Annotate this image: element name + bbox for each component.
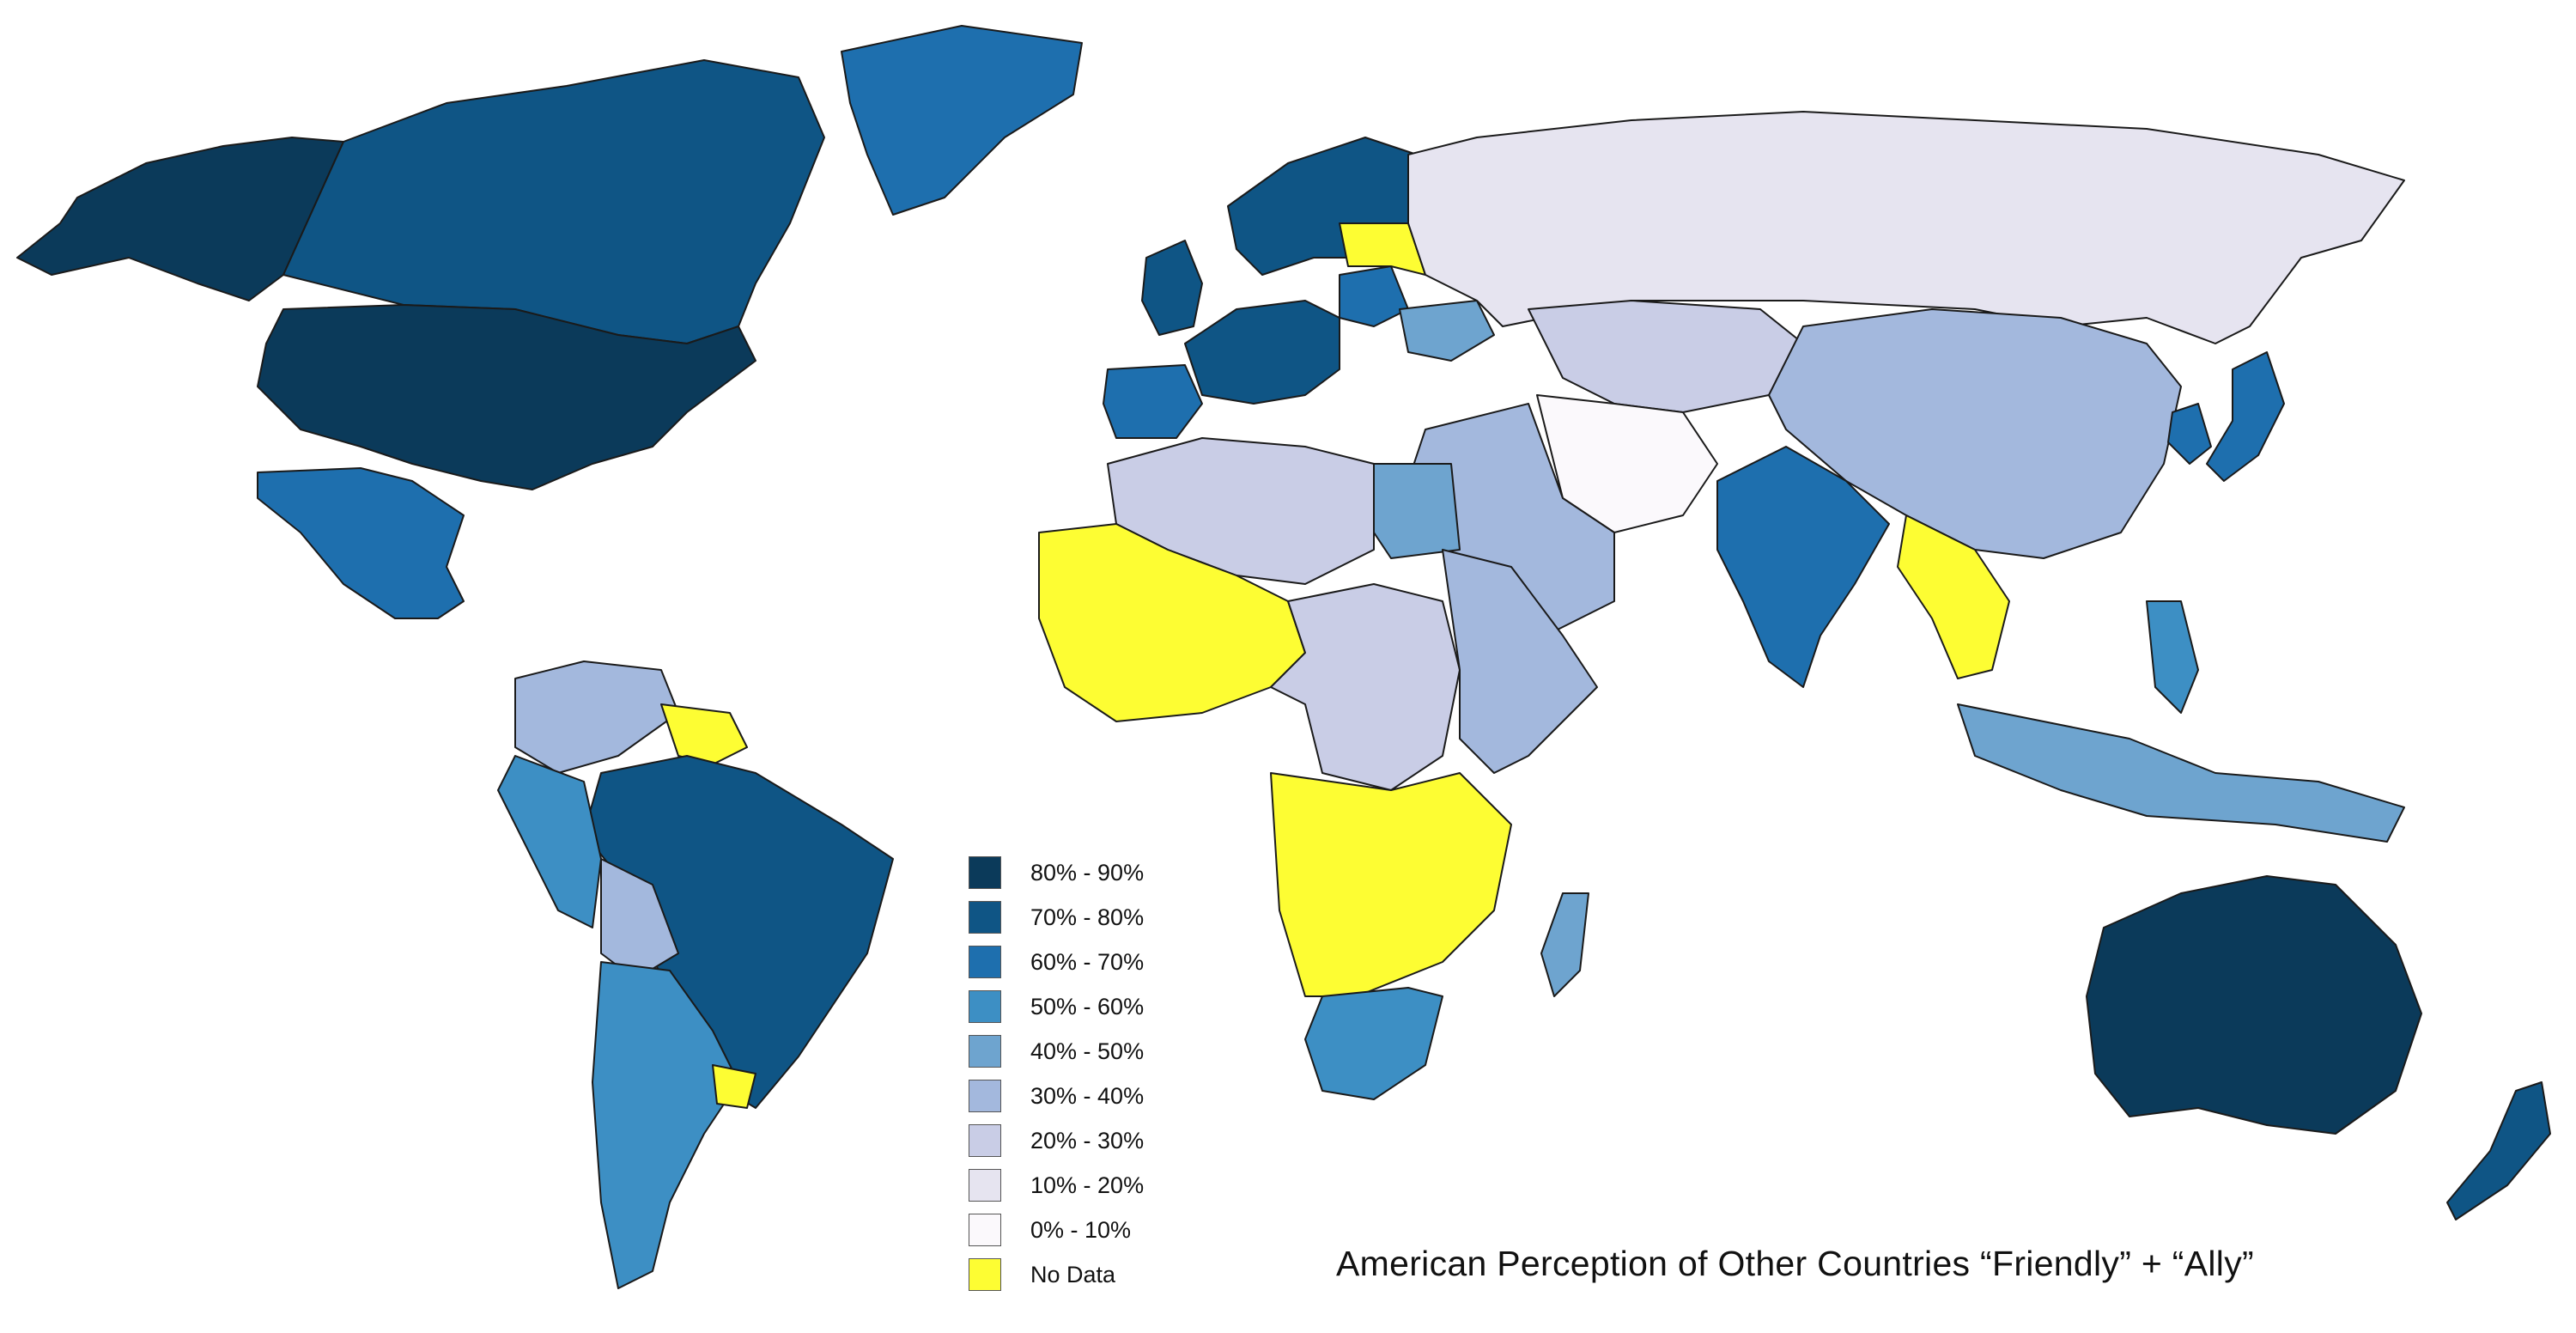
legend-label: 50% - 60% xyxy=(1030,993,1145,1020)
legend-swatch xyxy=(969,1258,1001,1291)
region-south-africa xyxy=(1304,987,1443,1100)
region-colombia-venezuela xyxy=(514,660,679,774)
region-new-zealand xyxy=(2446,1081,2551,1220)
legend-item: 60% - 70% xyxy=(969,940,1226,984)
region-southern-africa xyxy=(1270,772,1512,997)
legend-item: 20% - 30% xyxy=(969,1118,1226,1163)
legend-item: 80% - 90% xyxy=(969,850,1226,895)
region-central-asia xyxy=(1528,300,1804,413)
region-korea xyxy=(2167,403,2212,465)
region-western-europe xyxy=(1184,300,1340,405)
legend-label: 30% - 40% xyxy=(1030,1082,1145,1109)
region-canada xyxy=(283,59,825,344)
region-southeast-asia xyxy=(1897,514,2010,679)
region-peru xyxy=(497,755,602,928)
legend-swatch xyxy=(969,1214,1001,1246)
legend-item: No Data xyxy=(969,1252,1226,1297)
legend-label: 70% - 80% xyxy=(1030,904,1145,930)
map-title: American Perception of Other Countries “… xyxy=(1336,1244,2254,1283)
region-philippines xyxy=(2146,600,2199,714)
legend-swatch xyxy=(969,1080,1001,1112)
region-india xyxy=(1716,446,1890,688)
legend-item: 30% - 40% xyxy=(969,1074,1226,1118)
legend-item: 50% - 60% xyxy=(969,984,1226,1029)
region-russia xyxy=(1407,111,2405,344)
legend-item: 0% - 10% xyxy=(969,1208,1226,1252)
region-indonesia xyxy=(1957,703,2405,843)
legend-swatch xyxy=(969,901,1001,934)
region-mexico xyxy=(257,467,465,619)
region-alaska xyxy=(16,137,344,301)
region-australia xyxy=(2086,875,2422,1135)
region-bolivia xyxy=(600,858,679,980)
region-greenland xyxy=(841,25,1083,216)
legend-swatch xyxy=(969,990,1001,1023)
legend-label: 0% - 10% xyxy=(1030,1216,1132,1243)
legend-swatch xyxy=(969,1124,1001,1157)
region-belarus-baltics xyxy=(1339,222,1426,276)
legend-item: 40% - 50% xyxy=(969,1029,1226,1074)
region-argentina xyxy=(592,961,739,1289)
region-ukraine xyxy=(1399,300,1495,362)
legend-item: 10% - 20% xyxy=(969,1163,1226,1208)
legend-label: 10% - 20% xyxy=(1030,1172,1145,1198)
region-japan xyxy=(2206,351,2285,482)
legend-swatch xyxy=(969,946,1001,978)
region-uk-ireland xyxy=(1141,240,1203,336)
legend-swatch xyxy=(969,856,1001,889)
region-china xyxy=(1768,308,2182,559)
region-united-states xyxy=(257,304,756,490)
legend-label: 60% - 70% xyxy=(1030,948,1145,975)
legend-swatch xyxy=(969,1035,1001,1068)
region-central-africa xyxy=(1270,583,1461,791)
region-uruguay xyxy=(712,1064,756,1109)
legend-item: 70% - 80% xyxy=(969,895,1226,940)
region-poland xyxy=(1339,265,1409,327)
legend-label: 40% - 50% xyxy=(1030,1038,1145,1064)
legend-label: 80% - 90% xyxy=(1030,859,1145,886)
legend-label: 20% - 30% xyxy=(1030,1127,1145,1153)
legend-swatch xyxy=(969,1169,1001,1202)
region-guianas xyxy=(660,703,748,765)
legend: 80% - 90% 70% - 80% 60% - 70% 50% - 60% … xyxy=(969,850,1226,1297)
legend-label: No Data xyxy=(1030,1261,1116,1287)
region-egypt xyxy=(1373,463,1461,559)
region-madagascar xyxy=(1540,892,1589,997)
region-iberia xyxy=(1103,364,1203,439)
region-east-africa xyxy=(1442,549,1598,774)
